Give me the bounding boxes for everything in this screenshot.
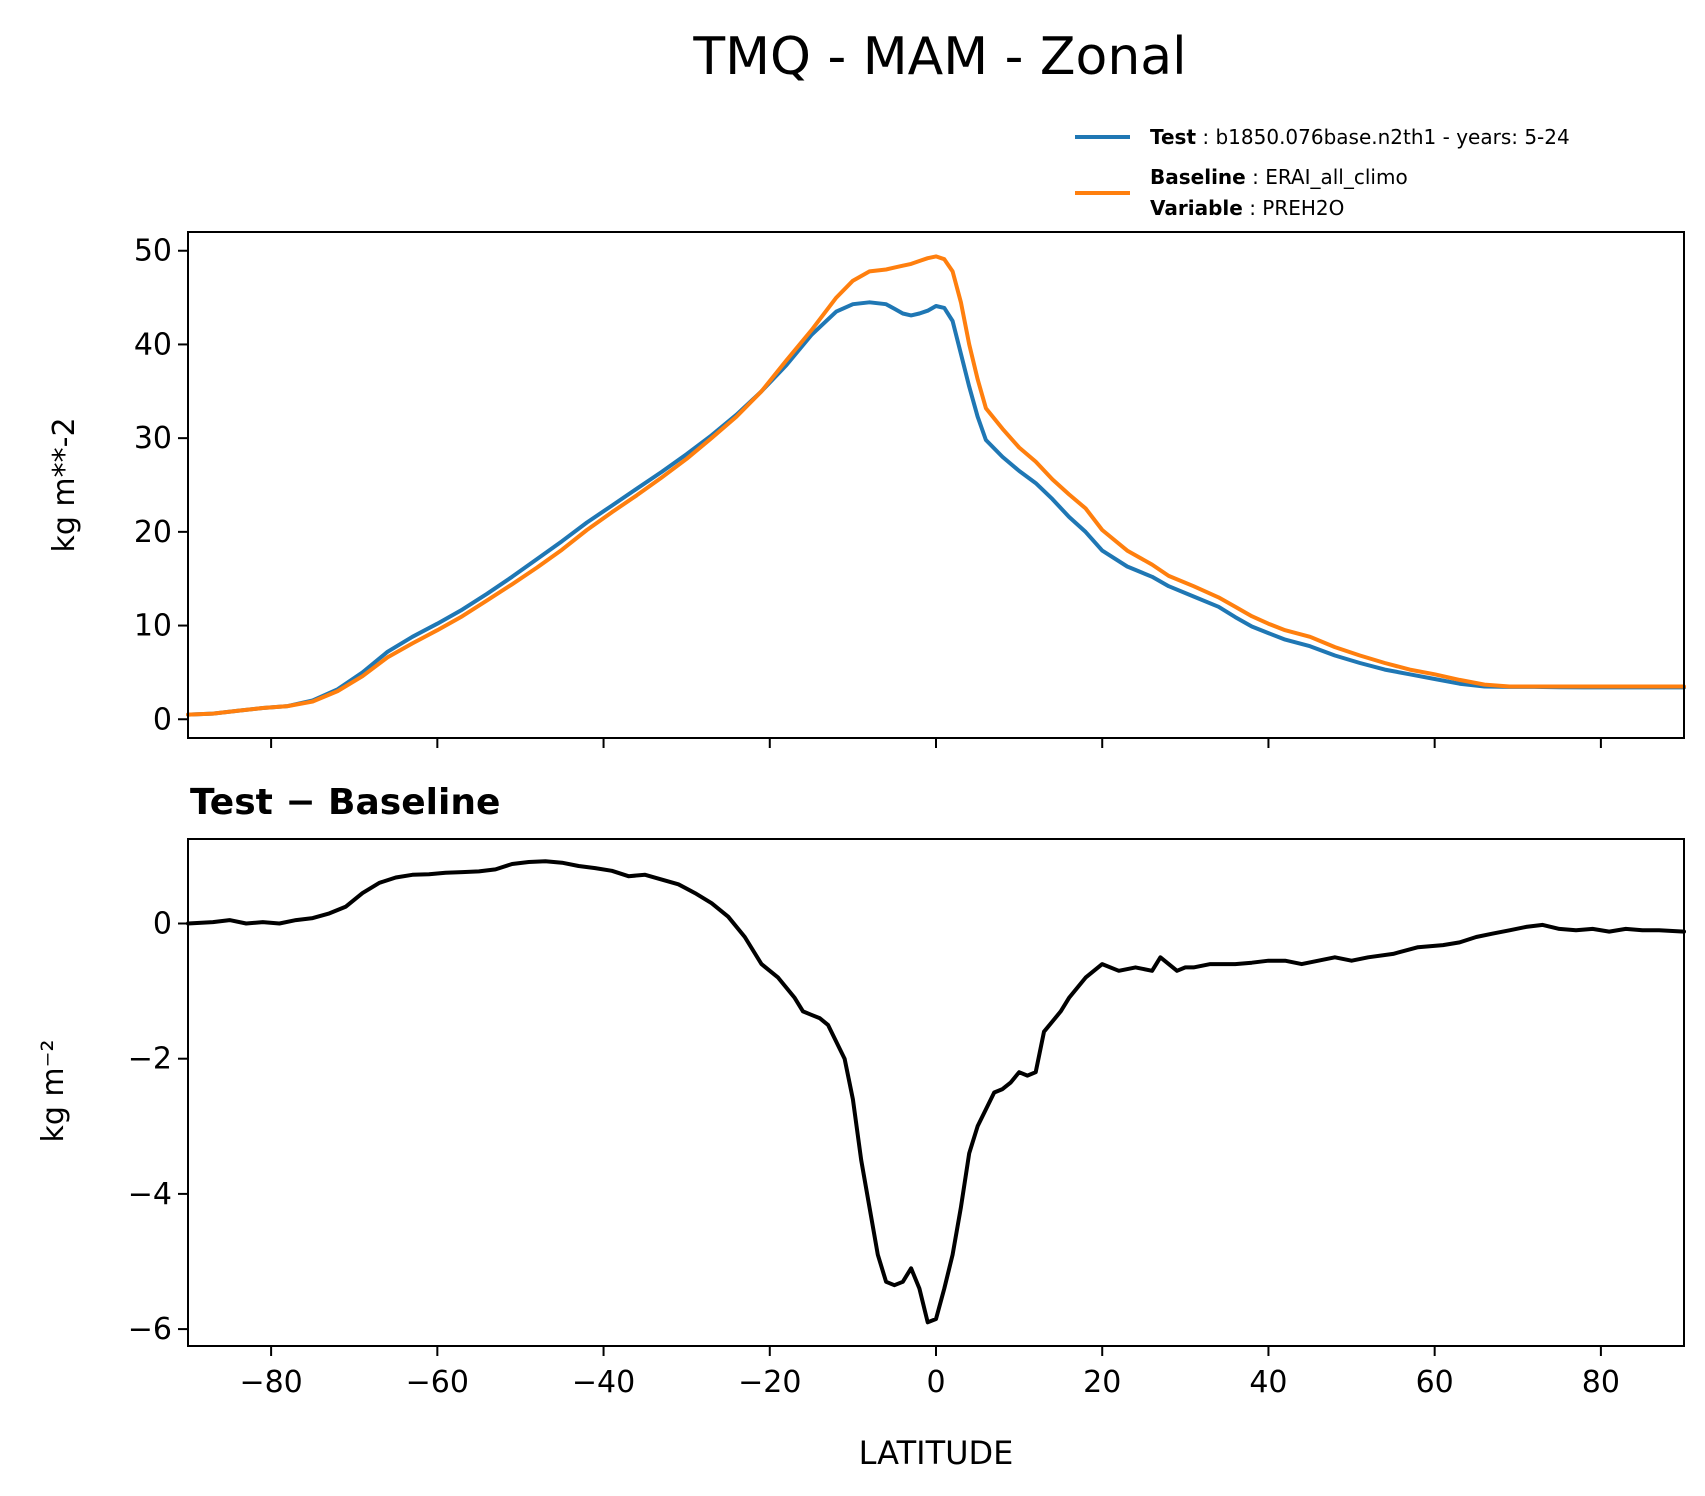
legend-variable-text: Variable : PREH2O [1150, 196, 1344, 220]
figure-title: TMQ - MAM - Zonal [692, 27, 1186, 87]
bottom-y-axis-label: kg m⁻² [36, 1039, 71, 1142]
top-y-axis-label: kg m**-2 [47, 417, 82, 552]
legend-baseline-value: ERAI_all_climo [1265, 165, 1408, 189]
x-tick-label: 60 [1416, 1365, 1454, 1400]
x-tick-label: 80 [1582, 1365, 1620, 1400]
x-tick-label: −20 [738, 1365, 801, 1400]
x-tick-label: 20 [1083, 1365, 1121, 1400]
x-tick-label: −80 [239, 1365, 302, 1400]
legend-test-text: Test : b1850.076base.n2th1 - years: 5-24 [1150, 125, 1570, 149]
bottom-panel: Test − Baseline −6−4−20 −80 −60 −40 −20 0 20 4… [36, 782, 1686, 1472]
legend-variable-key: Variable [1150, 196, 1243, 220]
top-y-tick-label: 40 [134, 327, 172, 362]
top-y-tick-label: 30 [134, 421, 172, 456]
top-y-tick-label: 0 [153, 702, 172, 737]
bottom-x-ticks: −80 −60 −40 −20 0 20 40 60 80 [239, 1346, 1620, 1400]
legend-test-value: b1850.076base.n2th1 - years: 5-24 [1215, 125, 1569, 149]
top-series-line-test [186, 300, 1686, 717]
legend-baseline-key: Baseline [1150, 165, 1246, 189]
top-y-ticks: 0 10 20 30 40 50 [134, 234, 188, 737]
bottom-series-line-test-baseline [186, 859, 1686, 1325]
top-y-tick-label: 10 [134, 609, 172, 644]
top-y-tick-label: 50 [134, 234, 172, 269]
x-tick-label: 40 [1249, 1365, 1287, 1400]
x-axis-label: LATITUDE [859, 1434, 1014, 1472]
legend: Test : b1850.076base.n2th1 - years: 5-24… [1075, 125, 1570, 220]
top-x-ticks [270, 738, 1602, 748]
bottom-series-group [186, 859, 1686, 1325]
x-tick-label: 0 [926, 1365, 945, 1400]
top-y-tick-label: 20 [134, 515, 172, 550]
x-tick-label: −40 [572, 1365, 635, 1400]
top-panel: 0 10 20 30 40 50 kg m**-2 [47, 231, 1686, 748]
legend-baseline-text: Baseline : ERAI_all_climo [1150, 165, 1408, 189]
top-plot-frame [187, 231, 1685, 739]
bottom-y-tick-label: 0 [153, 907, 172, 942]
top-series-line-baseline [186, 254, 1686, 717]
x-tick-label: −60 [406, 1365, 469, 1400]
top-series-group [186, 254, 1686, 717]
legend-test-key: Test [1150, 125, 1196, 149]
bottom-y-tick-label: −2 [128, 1042, 172, 1077]
bottom-y-tick-label: −6 [128, 1312, 172, 1347]
bottom-plot-frame [187, 838, 1685, 1347]
bottom-y-tick-label: −4 [128, 1177, 172, 1212]
bottom-y-ticks: −6 −4 −2 0 [128, 907, 188, 1347]
legend-variable-value: PREH2O [1262, 196, 1344, 220]
bottom-panel-title: Test − Baseline [190, 782, 500, 823]
